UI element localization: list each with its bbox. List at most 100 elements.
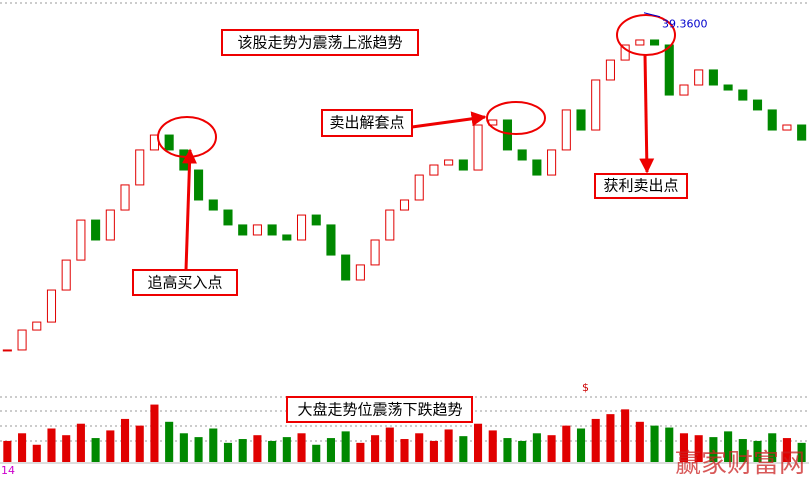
volume-bar	[194, 437, 203, 462]
volume-bar	[223, 442, 233, 462]
candle	[517, 149, 527, 161]
candle	[194, 169, 204, 201]
candle	[576, 109, 586, 131]
candle	[46, 289, 57, 323]
candle	[32, 321, 42, 331]
annotation: 获利卖出点	[603, 177, 678, 195]
candle	[664, 44, 674, 96]
volume-bar	[47, 428, 56, 462]
candle	[267, 224, 277, 236]
candle	[164, 134, 174, 151]
volume-bar	[782, 438, 791, 462]
volume-bar	[356, 442, 365, 462]
candle	[61, 259, 71, 291]
volume-bar	[253, 435, 262, 462]
candle	[650, 39, 660, 46]
volume-bar	[709, 437, 718, 462]
volume-bar	[694, 435, 703, 462]
candle	[429, 164, 439, 176]
candle	[17, 329, 27, 351]
candle	[76, 219, 86, 261]
volume-bar	[621, 409, 630, 462]
candle	[105, 209, 115, 241]
candle	[282, 234, 292, 241]
annotation-box	[132, 269, 238, 296]
candle	[91, 219, 101, 241]
candle	[385, 209, 395, 241]
candle	[620, 44, 630, 61]
arrow	[182, 148, 198, 271]
volume-bar	[385, 427, 394, 462]
arrow	[411, 111, 487, 129]
price-pointer	[643, 12, 661, 18]
volume-bar	[326, 438, 335, 462]
candle	[120, 184, 130, 211]
volume-bar	[591, 418, 600, 462]
circle	[486, 101, 546, 135]
volume-bar	[91, 438, 100, 462]
volume-bar	[209, 428, 218, 462]
candle	[223, 209, 233, 226]
annotation: 卖出解套点	[329, 114, 404, 132]
volume-bar	[650, 425, 659, 462]
marker: $	[582, 381, 589, 394]
candle	[473, 124, 483, 171]
candle	[326, 224, 336, 256]
volume-bar	[165, 421, 174, 462]
volume-bar	[179, 433, 188, 462]
volume-bar	[576, 428, 586, 462]
candle	[723, 84, 733, 91]
arrow	[639, 54, 655, 174]
annotation-box	[221, 29, 419, 56]
volume-bar	[724, 431, 733, 462]
candle	[767, 109, 777, 131]
candle	[296, 214, 307, 241]
volume-bar	[474, 423, 483, 462]
volume-bar	[665, 427, 674, 462]
volume-bar	[606, 414, 615, 462]
candle	[238, 224, 248, 236]
candle	[708, 69, 718, 86]
candle	[370, 239, 380, 266]
annotation-box	[594, 173, 688, 199]
candle	[738, 89, 748, 101]
candle	[341, 254, 351, 281]
candle	[679, 84, 689, 96]
volume-bar	[150, 404, 159, 462]
volume-bar	[312, 444, 321, 462]
volume-bar	[738, 439, 747, 462]
annotation-box	[286, 396, 473, 423]
plot	[2, 39, 807, 462]
volume-bar	[503, 438, 512, 462]
volume-bar	[3, 440, 12, 462]
candle	[252, 224, 262, 236]
candle	[311, 214, 321, 226]
volume-bar	[268, 440, 277, 462]
indicator-label: 14	[1, 464, 15, 477]
candle	[135, 149, 145, 186]
volume-bar	[76, 423, 85, 462]
annotation: 追高买入点	[147, 274, 222, 292]
volume-bar	[488, 430, 497, 462]
annotation: 该股走势为震荡上涨趋势	[237, 34, 402, 52]
price-label: 39.3600	[662, 18, 708, 31]
candle	[694, 69, 704, 86]
volume-bar	[32, 444, 41, 462]
candle	[797, 124, 807, 141]
volume-bar	[62, 435, 71, 462]
candle	[547, 149, 557, 176]
volume-bar	[753, 440, 762, 462]
volume-bar	[562, 425, 571, 462]
candle	[444, 159, 454, 166]
candle	[355, 264, 365, 281]
volume-bar	[120, 418, 130, 462]
candle	[179, 149, 189, 171]
candle	[208, 199, 218, 211]
annotation-box	[321, 109, 413, 137]
volume-bar	[238, 439, 247, 462]
volume-bar	[679, 433, 689, 462]
candle	[591, 79, 601, 131]
candle	[458, 159, 468, 171]
volume-bar	[18, 433, 27, 462]
candle	[782, 124, 792, 131]
